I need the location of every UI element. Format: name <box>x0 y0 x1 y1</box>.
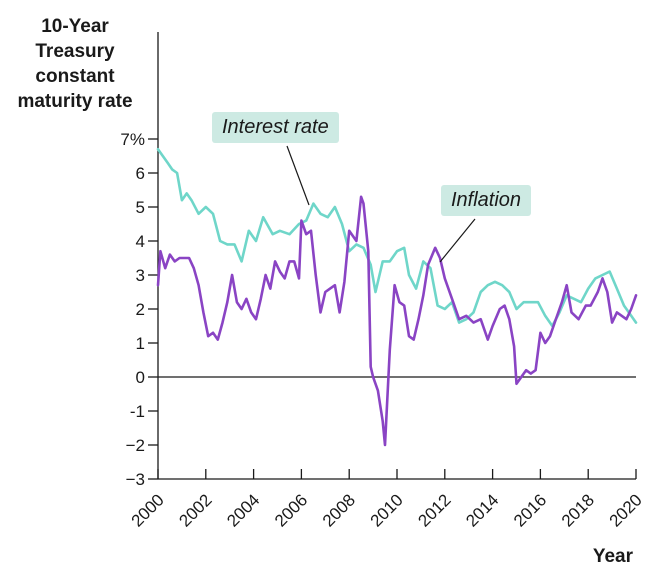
y-tick-label: 4 <box>136 232 145 251</box>
x-tick-label: 2010 <box>367 490 407 530</box>
y-tick-label: −3 <box>126 470 145 489</box>
y-axis-title-line: constant <box>35 66 115 87</box>
x-axis-title: Year <box>592 546 633 567</box>
y-tick-label: -1 <box>130 402 145 421</box>
x-tick-label: 2018 <box>558 490 598 530</box>
x-tick-label: 2016 <box>510 490 550 530</box>
x-tick-label: 2004 <box>223 490 263 530</box>
x-tick-label: 2012 <box>414 490 454 530</box>
x-tick-label: 2008 <box>319 490 359 530</box>
interest-rate-callout: Interest rate <box>212 112 339 143</box>
y-tick-label: 6 <box>136 164 145 183</box>
y-tick-label: 2 <box>136 300 145 319</box>
x-tick-label: 2006 <box>271 490 311 530</box>
inflation-line <box>156 195 638 447</box>
y-tick-label: 5 <box>136 198 145 217</box>
y-tick-label: 7% <box>120 130 145 149</box>
interest-rate-leader-line <box>286 145 310 206</box>
y-axis-title: 10-Year Treasury constant maturity rate <box>4 14 146 114</box>
y-axis-title-line: 10-Year <box>41 16 109 37</box>
y-axis-title-line: maturity rate <box>17 91 133 112</box>
inflation-leader-line <box>439 218 476 263</box>
y-tick-label: 1 <box>136 334 145 353</box>
x-tick-label: 2020 <box>606 490 646 530</box>
y-tick-label: −2 <box>126 436 145 455</box>
inflation-callout: Inflation <box>441 185 532 216</box>
x-tick-label: 2014 <box>462 490 502 530</box>
x-tick-label: 2000 <box>128 490 168 530</box>
y-tick-label: 3 <box>136 266 145 285</box>
interest-rate-line <box>156 147 638 328</box>
y-axis-title-line: Treasury <box>35 41 115 62</box>
y-tick-label: 0 <box>136 368 145 387</box>
x-tick-label: 2002 <box>175 490 215 530</box>
